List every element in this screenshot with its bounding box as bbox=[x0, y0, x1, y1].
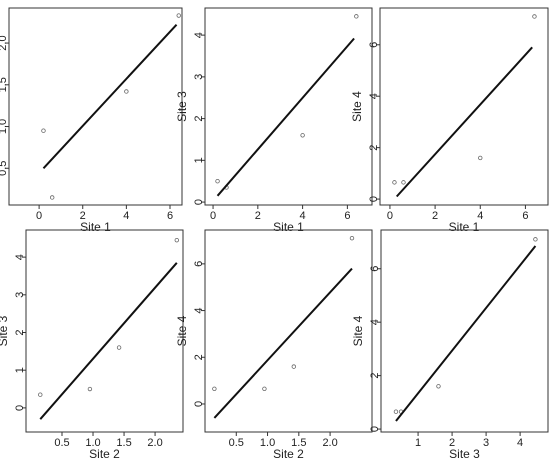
y-tick-label: 1 bbox=[193, 157, 205, 163]
point bbox=[262, 386, 267, 391]
x-tick-label: 4 bbox=[123, 210, 129, 222]
x-tick-label: 0.5 bbox=[229, 437, 244, 449]
y-tick-label: 4 bbox=[193, 308, 205, 314]
y-tick-label: 1 bbox=[14, 367, 26, 373]
x-tick-label: 6 bbox=[344, 210, 350, 222]
y-tick-label: 2 bbox=[14, 329, 26, 335]
point bbox=[174, 237, 179, 243]
x-axis-label: Site 1 bbox=[80, 220, 111, 234]
plot-frame bbox=[8, 7, 183, 206]
y-axis-label: Site 4 bbox=[351, 315, 365, 346]
y-tick-label: 1.0 bbox=[0, 119, 9, 134]
point bbox=[436, 384, 441, 389]
x-axis-label: Site 2 bbox=[89, 447, 120, 458]
plot-frame bbox=[204, 229, 373, 433]
x-axis-label: Site 1 bbox=[449, 220, 480, 234]
y-tick-label: 0.5 bbox=[0, 161, 9, 176]
point bbox=[212, 386, 217, 391]
point bbox=[87, 386, 93, 392]
x-tick-label: 4 bbox=[517, 437, 523, 449]
y-tick-label: 0 bbox=[369, 426, 381, 432]
point bbox=[300, 133, 305, 138]
point bbox=[401, 180, 406, 185]
fit-line bbox=[213, 267, 353, 419]
y-tick-label: 2 bbox=[368, 145, 380, 151]
point bbox=[478, 155, 483, 161]
x-tick-label: 1 bbox=[415, 437, 421, 449]
fit-line bbox=[39, 262, 178, 420]
point bbox=[124, 89, 129, 94]
y-tick-label: 0 bbox=[14, 405, 26, 411]
x-tick-label: 2 bbox=[449, 437, 455, 449]
y-tick-label: 4 bbox=[193, 32, 205, 38]
x-tick-label: 6 bbox=[522, 210, 528, 222]
point bbox=[393, 409, 399, 414]
y-tick-label: 6 bbox=[369, 266, 381, 272]
x-tick-label: 1.0 bbox=[260, 437, 275, 449]
y-tick-label: 0 bbox=[193, 199, 205, 205]
x-axis-label: Site 1 bbox=[273, 220, 304, 234]
y-tick-label: 4 bbox=[368, 93, 380, 99]
point bbox=[291, 364, 297, 369]
y-tick-label: 1.5 bbox=[0, 77, 9, 92]
x-tick-label: 0.5 bbox=[54, 437, 69, 449]
y-tick-label: 3 bbox=[14, 292, 26, 298]
x-tick-label: 2.0 bbox=[147, 437, 162, 449]
x-tick-label: 4 bbox=[300, 210, 306, 222]
point bbox=[38, 392, 43, 397]
y-tick-label: 4 bbox=[369, 319, 381, 325]
y-tick-label: 6 bbox=[368, 42, 380, 48]
y-tick-label: 2.0 bbox=[0, 35, 9, 50]
x-tick-label: 2 bbox=[432, 210, 438, 222]
y-tick-label: 0 bbox=[368, 196, 380, 202]
fit-line bbox=[42, 24, 178, 169]
y-axis-label: Site 3 bbox=[175, 91, 189, 122]
fit-line bbox=[216, 37, 355, 197]
x-tick-label: 2.0 bbox=[322, 437, 337, 449]
x-tick-label: 2 bbox=[80, 210, 86, 222]
point bbox=[354, 14, 359, 19]
y-tick-label: 4 bbox=[14, 254, 26, 260]
x-tick-label: 0 bbox=[210, 210, 216, 222]
y-tick-label: 3 bbox=[193, 74, 205, 80]
y-tick-label: 6 bbox=[193, 261, 205, 267]
y-tick-label: 2 bbox=[193, 354, 205, 360]
y-axis-label: Site 4 bbox=[350, 91, 364, 122]
point bbox=[41, 128, 46, 133]
y-axis-label: Site 3 bbox=[0, 315, 10, 346]
point bbox=[116, 345, 122, 350]
x-tick-label: 6 bbox=[167, 210, 173, 222]
x-tick-label: 1.5 bbox=[116, 437, 131, 449]
fit-line bbox=[395, 46, 533, 198]
point bbox=[49, 195, 55, 200]
plot-frame bbox=[25, 229, 184, 433]
x-tick-label: 0 bbox=[387, 210, 393, 222]
x-tick-label: 1.5 bbox=[291, 437, 306, 449]
x-tick-label: 4 bbox=[477, 210, 483, 222]
x-tick-label: 3 bbox=[483, 437, 489, 449]
plot-frame bbox=[379, 7, 549, 206]
fit-line bbox=[395, 245, 537, 422]
point bbox=[533, 237, 538, 242]
y-tick-label: 2 bbox=[193, 116, 205, 122]
point bbox=[215, 179, 220, 184]
point bbox=[176, 13, 181, 18]
x-tick-label: 2 bbox=[255, 210, 261, 222]
plot-frame bbox=[380, 229, 549, 433]
point bbox=[349, 235, 355, 241]
x-tick-label: 1.0 bbox=[85, 437, 100, 449]
x-axis-label: Site 3 bbox=[449, 447, 480, 458]
point bbox=[532, 14, 537, 19]
x-axis-label: Site 2 bbox=[273, 447, 304, 458]
y-tick-label: 2 bbox=[369, 373, 381, 379]
point bbox=[392, 180, 397, 185]
y-axis-label: Site 4 bbox=[175, 315, 189, 346]
plot-frame bbox=[204, 7, 373, 206]
y-tick-label: 0 bbox=[193, 401, 205, 407]
x-tick-label: 0 bbox=[36, 210, 42, 222]
